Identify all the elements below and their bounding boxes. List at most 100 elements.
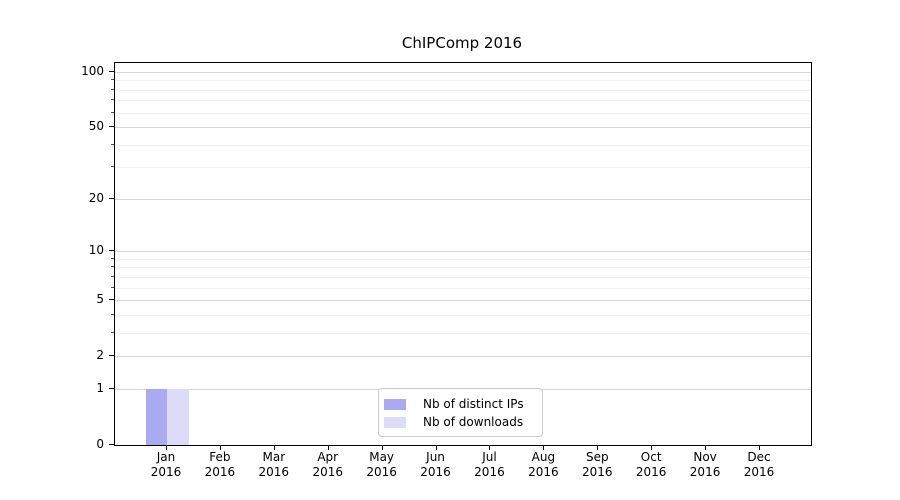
x-tick-month: Jan (156, 450, 176, 464)
x-tick-year: 2016 (204, 465, 236, 479)
y-tick-mark (109, 444, 114, 445)
legend-swatch-distinct-ips (384, 398, 406, 410)
x-tick-year: 2016 (420, 465, 451, 479)
x-tick-month: Nov (693, 450, 717, 464)
minor-gridline (115, 112, 811, 114)
y-tick-label: 0 (96, 437, 104, 451)
x-tick-month: Dec (747, 450, 771, 464)
y-tick-mark (109, 299, 114, 301)
x-tick-mark (597, 445, 599, 450)
legend-swatch-downloads (384, 416, 406, 428)
y-tick-label: 100 (81, 63, 104, 78)
x-tick-year: 2016 (312, 465, 343, 479)
y-minor-tick-mark (111, 286, 114, 288)
x-tick-mark (166, 445, 167, 450)
x-tick-month: Sep (585, 450, 609, 464)
minor-gridline (115, 332, 811, 334)
major-gridline (115, 300, 811, 302)
legend-label-distinct-ips: Nb of distinct IPs (423, 397, 524, 411)
x-tick-mark (489, 445, 491, 450)
major-gridline (115, 127, 811, 129)
y-tick-label: 1 (96, 380, 104, 395)
x-tick-year: 2016 (474, 465, 505, 479)
y-minor-tick-mark (111, 99, 114, 101)
x-tick-month: Jun (426, 450, 445, 464)
major-gridline (115, 251, 811, 253)
y-tick-label: 10 (88, 243, 104, 258)
x-tick-month: Mar (262, 450, 286, 464)
x-tick-label: Mar 2016 (242, 450, 306, 480)
y-minor-tick-mark (111, 266, 114, 268)
x-tick-month: Jul (482, 450, 497, 464)
x-tick-mark (435, 445, 437, 450)
major-gridline (115, 71, 811, 73)
x-tick-mark (327, 445, 329, 450)
x-tick-month: Feb (209, 450, 231, 464)
y-tick-label: 2 (96, 348, 104, 363)
x-tick-mark (705, 445, 707, 450)
minor-gridline (115, 167, 811, 169)
x-tick-mark (759, 445, 760, 450)
y-minor-tick-mark (111, 88, 114, 90)
y-minor-tick-mark (111, 143, 114, 145)
minor-gridline (115, 276, 811, 278)
x-tick-year: 2016 (150, 465, 182, 479)
x-tick-month: Aug (531, 450, 556, 464)
y-tick-mark (109, 197, 114, 199)
major-gridline (115, 198, 811, 200)
x-tick-label: Nov 2016 (673, 450, 737, 480)
legend-item-downloads: Nb of downloads (384, 413, 534, 431)
y-tick-label: 50 (88, 119, 104, 134)
minor-gridline (115, 258, 811, 260)
y-minor-tick-mark (111, 257, 114, 259)
y-minor-tick-mark (111, 275, 114, 277)
minor-gridline (115, 89, 811, 91)
y-minor-tick-mark (111, 313, 114, 315)
x-tick-year: 2016 (258, 465, 290, 479)
x-tick-year: 2016 (743, 465, 775, 479)
x-tick-label: Jun 2016 (404, 450, 468, 480)
legend-item-distinct-ips: Nb of distinct IPs (384, 395, 534, 413)
x-tick-year: 2016 (581, 465, 613, 479)
major-gridline (115, 356, 811, 358)
x-tick-year: 2016 (635, 465, 667, 479)
minor-gridline (115, 287, 811, 289)
x-tick-label: Dec 2016 (727, 450, 791, 480)
chart-title: ChIPComp 2016 (401, 34, 523, 52)
y-tick-mark (109, 126, 114, 128)
y-minor-tick-mark (111, 111, 114, 113)
x-tick-label: Apr 2016 (296, 450, 360, 480)
x-tick-label: Sep 2016 (565, 450, 629, 480)
x-tick-mark (219, 445, 221, 450)
bar-distinct-ips (145, 388, 167, 445)
minor-gridline (115, 314, 811, 316)
y-tick-mark (109, 355, 114, 357)
x-tick-label: Aug 2016 (511, 450, 575, 480)
y-tick-label: 20 (88, 190, 104, 205)
y-minor-tick-mark (111, 79, 114, 81)
x-tick-label: Jan 2016 (134, 450, 198, 480)
minor-gridline (115, 267, 811, 269)
y-minor-tick-mark (111, 331, 114, 333)
x-tick-year: 2016 (689, 465, 721, 479)
x-tick-label: May 2016 (350, 450, 414, 480)
y-tick-label: 5 (96, 292, 104, 307)
x-tick-year: 2016 (528, 465, 559, 479)
x-tick-label: Jul 2016 (457, 450, 521, 480)
x-tick-month: May (369, 450, 395, 464)
legend-label-downloads: Nb of downloads (423, 415, 524, 429)
bar-downloads (167, 388, 189, 445)
x-tick-month: Apr (317, 450, 339, 464)
plot-area (114, 62, 812, 446)
x-tick-mark (543, 445, 545, 450)
y-tick-mark (109, 387, 114, 389)
legend: Nb of distinct IPs Nb of downloads (378, 388, 543, 437)
x-tick-mark (651, 445, 653, 450)
x-tick-label: Feb 2016 (188, 450, 252, 480)
minor-gridline (115, 80, 811, 82)
x-tick-mark (273, 445, 275, 450)
y-tick-mark (109, 70, 114, 72)
x-tick-month: Oct (640, 450, 662, 464)
x-tick-label: Oct 2016 (619, 450, 683, 480)
